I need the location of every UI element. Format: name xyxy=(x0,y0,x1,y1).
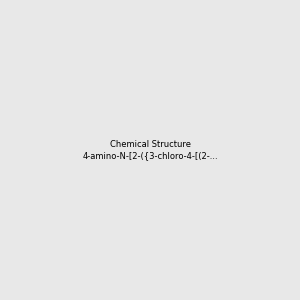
Text: Chemical Structure
4-amino-N-[2-({3-chloro-4-[(2-...: Chemical Structure 4-amino-N-[2-({3-chlo… xyxy=(82,140,218,160)
